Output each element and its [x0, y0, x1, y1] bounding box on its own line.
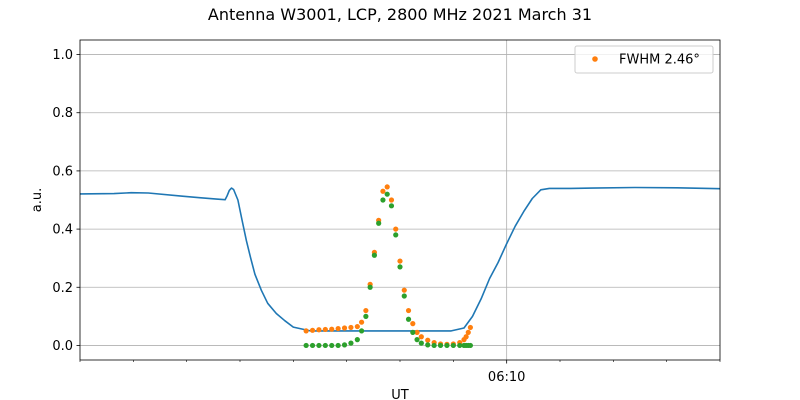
y-tick-label: 1.0: [52, 48, 73, 63]
series-2-point: [367, 284, 373, 290]
series-1-point: [425, 337, 431, 343]
series-2-point: [384, 191, 390, 197]
series-2-point: [405, 316, 412, 322]
series-2-point: [335, 342, 341, 349]
legend-marker: [592, 56, 598, 62]
series-2-point: [380, 197, 386, 203]
y-axis: 0.0 0.2 0.4 0.6 0.8 1.0: [52, 48, 80, 354]
series-2-point: [309, 342, 316, 349]
series-2-point: [444, 342, 450, 349]
series-2-point: [348, 340, 354, 346]
series-2-point: [467, 342, 473, 349]
series-2-point: [303, 342, 309, 349]
series-1-point: [401, 287, 407, 293]
y-tick-label: 0.6: [52, 164, 73, 179]
series-2-point: [393, 232, 399, 238]
y-tick-label: 0.2: [52, 281, 73, 296]
series-1-point: [303, 328, 309, 334]
series-2-point: [322, 342, 328, 349]
series-1-point: [380, 188, 386, 194]
series-2-point: [363, 313, 369, 319]
plot-frame: [79, 39, 721, 361]
series-2-point: [431, 342, 437, 349]
chart-title: Antenna W3001, LCP, 2800 MHz 2021 March …: [208, 5, 592, 24]
series-2-point: [397, 264, 403, 270]
series-2-point: [316, 342, 322, 349]
series-1-point: [348, 324, 354, 331]
series-2-point: [329, 342, 335, 349]
series-2-point: [457, 342, 463, 349]
series-1-point: [405, 307, 412, 314]
series-2-point: [437, 342, 444, 349]
series-1-point: [309, 327, 316, 333]
series-1-point: [322, 326, 328, 333]
series-2-point: [376, 220, 382, 226]
x-tick-label: 06:10: [488, 370, 525, 385]
series-1-point: [384, 184, 390, 190]
series-1-point: [363, 307, 369, 314]
series-2-point: [425, 342, 431, 348]
series-line-0: [79, 186, 721, 332]
y-axis-label: a.u.: [30, 188, 45, 212]
series-2-point: [359, 328, 365, 334]
series-1-point: [359, 319, 365, 325]
series-1-point: [354, 323, 360, 330]
series-1-point: [388, 197, 395, 203]
series-2-point: [450, 342, 456, 349]
series-1-point: [418, 334, 424, 340]
series-1-point: [393, 226, 399, 232]
series-2-point: [341, 342, 348, 348]
x-axis-label: UT: [391, 388, 409, 400]
series-1-point: [341, 325, 348, 331]
legend: FWHM 2.46°: [574, 45, 714, 74]
series-2-point: [371, 252, 377, 258]
series-1-point: [467, 324, 473, 331]
x-axis: 06:10: [79, 360, 721, 385]
y-tick-label: 0.4: [52, 223, 73, 238]
series-2-point: [410, 329, 416, 335]
series-2-point: [414, 337, 420, 343]
series-1-point: [414, 329, 420, 335]
grid-lines: [80, 40, 720, 360]
series-2-point: [354, 337, 360, 343]
legend-box: [574, 45, 714, 74]
series-layer: [79, 184, 721, 349]
y-tick-label: 0.8: [52, 106, 73, 121]
legend-label: FWHM 2.46°: [619, 53, 700, 68]
series-1-point: [316, 327, 322, 333]
series-1-point: [335, 325, 341, 332]
series-1-point: [463, 334, 469, 340]
y-tick-label: 0.0: [52, 339, 73, 354]
series-1-point: [329, 326, 335, 332]
series-2-point: [418, 340, 424, 346]
series-2-point: [401, 293, 407, 299]
series-1-point: [397, 258, 403, 264]
series-2-point: [388, 203, 395, 209]
series-1-point: [465, 329, 471, 335]
series-1-point: [410, 321, 416, 327]
